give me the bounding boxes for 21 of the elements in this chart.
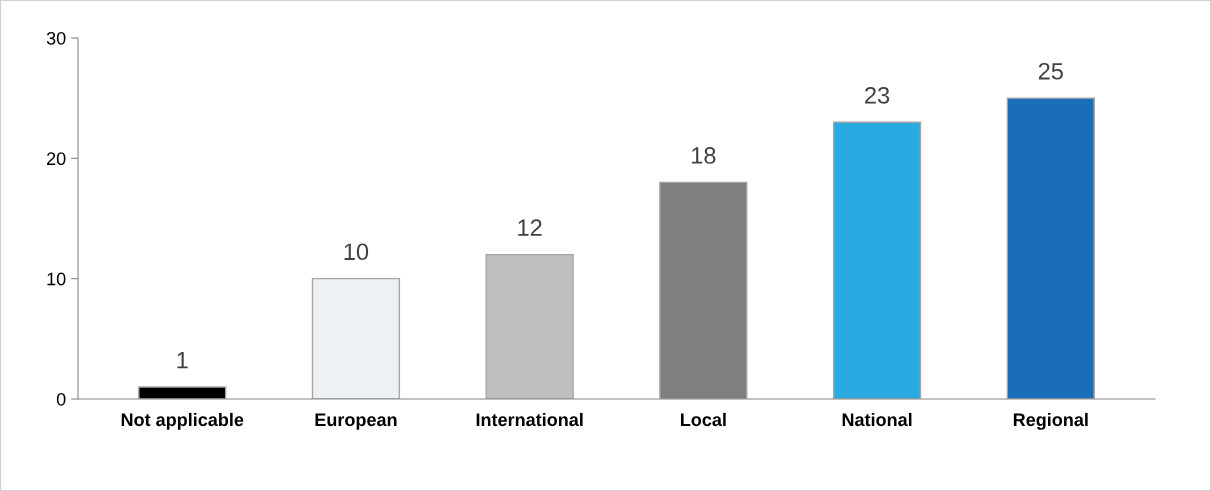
data-label: 25 (1038, 62, 1063, 80)
x-tick-label: International (476, 412, 583, 427)
y-tick-label: 20 (47, 152, 66, 166)
x-tick-label: Not applicable (121, 412, 244, 430)
y-tick-label: 0 (56, 392, 66, 406)
bar (138, 386, 227, 399)
x-tick-label: Local (680, 412, 726, 427)
bar (485, 253, 574, 399)
bar (1006, 97, 1095, 399)
data-label: 23 (865, 86, 890, 104)
x-tick-label: National (842, 412, 912, 427)
x-tick-label: Regional (1013, 412, 1088, 430)
data-label: 12 (518, 219, 542, 236)
y-tick-label: 10 (47, 272, 66, 286)
data-label: 1 (177, 351, 188, 369)
bar (311, 277, 401, 399)
y-tick-label: 30 (46, 31, 66, 45)
x-tick-label: European (315, 413, 397, 430)
data-label: 10 (344, 243, 369, 261)
data-label: 18 (692, 147, 716, 164)
bar (832, 121, 922, 399)
